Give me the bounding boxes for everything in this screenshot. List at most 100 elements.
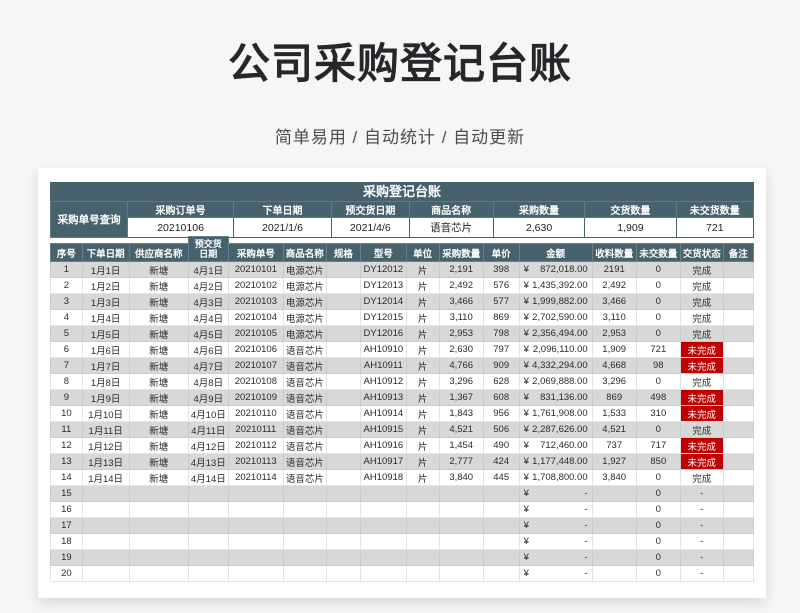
cell-model[interactable]: AH10916: [360, 437, 407, 454]
cell-qty[interactable]: [438, 485, 484, 502]
cell-spec[interactable]: [325, 389, 362, 406]
cell-status[interactable]: -: [679, 565, 724, 582]
cell-qty[interactable]: [438, 565, 484, 582]
cell-amount[interactable]: ¥ 2,702,590.00: [518, 309, 593, 326]
cell-pre-delivery-date[interactable]: 4月1日: [187, 261, 229, 278]
cell-remark[interactable]: [722, 421, 755, 438]
cell-qty[interactable]: 2,777: [438, 453, 484, 470]
cell-product[interactable]: [282, 485, 327, 502]
cell-spec[interactable]: [325, 501, 362, 518]
cell-unit[interactable]: 片: [405, 389, 440, 406]
cell-received-qty[interactable]: 2,492: [591, 277, 637, 294]
cell-amount[interactable]: ¥ 831,136.00: [518, 389, 593, 406]
cell-pending-qty[interactable]: 310: [635, 405, 681, 422]
cell-unit[interactable]: [405, 533, 440, 550]
cell-received-qty[interactable]: [591, 501, 637, 518]
cell-pre-delivery-date[interactable]: 4月13日: [187, 453, 229, 470]
cell-amount[interactable]: ¥ 1,708,800.00: [518, 469, 593, 486]
cell-spec[interactable]: [325, 469, 362, 486]
cell-seq[interactable]: 11: [50, 421, 83, 438]
cell-amount[interactable]: ¥ 2,356,494.00: [518, 325, 593, 342]
cell-order-date[interactable]: 1月14日: [81, 469, 130, 486]
cell-unit[interactable]: 片: [405, 293, 440, 310]
cell-spec[interactable]: [325, 485, 362, 502]
cell-product[interactable]: 语音芯片: [282, 341, 327, 358]
cell-qty[interactable]: 1,454: [438, 437, 484, 454]
cell-qty[interactable]: 3,466: [438, 293, 484, 310]
cell-product[interactable]: 语音芯片: [282, 373, 327, 390]
cell-seq[interactable]: 19: [50, 549, 83, 566]
cell-po-number[interactable]: 20210106: [227, 341, 284, 358]
query-value-qty[interactable]: 2,630: [492, 217, 586, 238]
cell-unit[interactable]: 片: [405, 277, 440, 294]
cell-po-number[interactable]: [227, 549, 284, 566]
cell-supplier[interactable]: 新塘: [128, 293, 189, 310]
cell-pending-qty[interactable]: 0: [635, 485, 681, 502]
cell-unit-price[interactable]: [482, 533, 520, 550]
cell-supplier[interactable]: 新塘: [128, 325, 189, 342]
cell-model[interactable]: DY12015: [360, 309, 407, 326]
cell-remark[interactable]: [722, 357, 755, 374]
cell-seq[interactable]: 18: [50, 533, 83, 550]
cell-amount[interactable]: ¥ 2,096,110.00: [518, 341, 593, 358]
cell-order-date[interactable]: 1月8日: [81, 373, 130, 390]
cell-remark[interactable]: [722, 437, 755, 454]
cell-status[interactable]: -: [679, 485, 724, 502]
cell-supplier[interactable]: 新塘: [128, 373, 189, 390]
cell-model[interactable]: AH10918: [360, 469, 407, 486]
cell-amount[interactable]: ¥ -: [518, 565, 593, 582]
cell-unit-price[interactable]: 628: [482, 373, 520, 390]
cell-pending-qty[interactable]: 850: [635, 453, 681, 470]
cell-seq[interactable]: 17: [50, 517, 83, 534]
cell-order-date[interactable]: 1月6日: [81, 341, 130, 358]
cell-order-date[interactable]: 1月1日: [81, 261, 130, 278]
cell-supplier[interactable]: [128, 485, 189, 502]
cell-amount[interactable]: ¥ -: [518, 501, 593, 518]
cell-unit[interactable]: 片: [405, 341, 440, 358]
cell-status[interactable]: 完成: [679, 373, 724, 390]
cell-unit-price[interactable]: [482, 501, 520, 518]
cell-unit[interactable]: 片: [405, 373, 440, 390]
cell-amount[interactable]: ¥ -: [518, 485, 593, 502]
cell-po-number[interactable]: 20210109: [227, 389, 284, 406]
query-value-order-date[interactable]: 2021/1/6: [232, 217, 333, 238]
cell-unit[interactable]: [405, 549, 440, 566]
cell-remark[interactable]: [722, 549, 755, 566]
cell-pending-qty[interactable]: 98: [635, 357, 681, 374]
query-value-pre-delivery[interactable]: 2021/4/6: [331, 217, 410, 238]
cell-seq[interactable]: 4: [50, 309, 83, 326]
cell-supplier[interactable]: [128, 517, 189, 534]
cell-amount[interactable]: ¥ -: [518, 549, 593, 566]
cell-pending-qty[interactable]: 0: [635, 501, 681, 518]
cell-remark[interactable]: [722, 325, 755, 342]
cell-supplier[interactable]: 新塘: [128, 357, 189, 374]
cell-seq[interactable]: 2: [50, 277, 83, 294]
cell-po-number[interactable]: 20210102: [227, 277, 284, 294]
cell-status[interactable]: 未完成: [679, 453, 724, 470]
cell-product[interactable]: 电源芯片: [282, 261, 327, 278]
cell-unit[interactable]: [405, 517, 440, 534]
cell-qty[interactable]: 1,843: [438, 405, 484, 422]
cell-product[interactable]: 语音芯片: [282, 405, 327, 422]
cell-product[interactable]: [282, 565, 327, 582]
cell-supplier[interactable]: 新塘: [128, 405, 189, 422]
cell-unit[interactable]: [405, 485, 440, 502]
cell-amount[interactable]: ¥ 872,018.00: [518, 261, 593, 278]
cell-seq[interactable]: 1: [50, 261, 83, 278]
cell-model[interactable]: [360, 485, 407, 502]
cell-product[interactable]: 电源芯片: [282, 293, 327, 310]
cell-remark[interactable]: [722, 405, 755, 422]
cell-po-number[interactable]: [227, 533, 284, 550]
cell-pre-delivery-date[interactable]: 4月4日: [187, 309, 229, 326]
cell-remark[interactable]: [722, 469, 755, 486]
cell-received-qty[interactable]: 1,927: [591, 453, 637, 470]
cell-qty[interactable]: 2,630: [438, 341, 484, 358]
cell-seq[interactable]: 5: [50, 325, 83, 342]
cell-status[interactable]: 完成: [679, 309, 724, 326]
cell-unit[interactable]: 片: [405, 453, 440, 470]
cell-pre-delivery-date[interactable]: 4月10日: [187, 405, 229, 422]
cell-model[interactable]: [360, 501, 407, 518]
cell-pre-delivery-date[interactable]: 4月11日: [187, 421, 229, 438]
cell-po-number[interactable]: 20210103: [227, 293, 284, 310]
cell-received-qty[interactable]: 3,840: [591, 469, 637, 486]
